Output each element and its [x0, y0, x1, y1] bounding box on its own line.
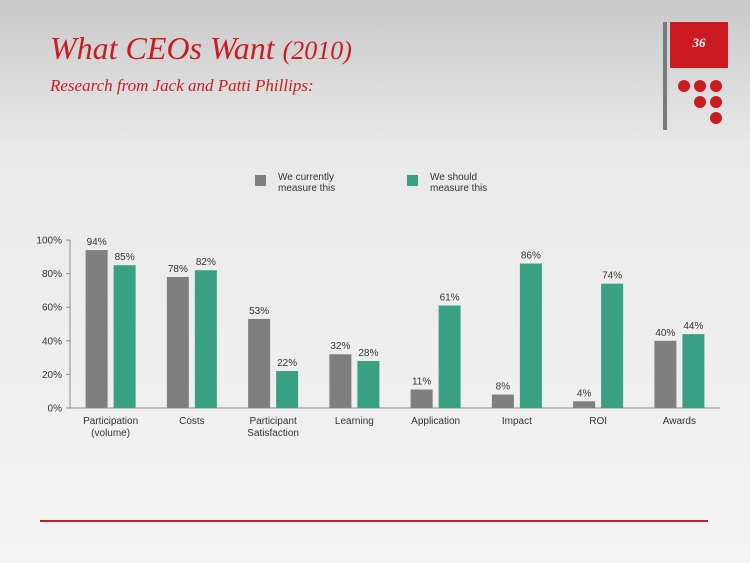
data-label: 32% [330, 341, 350, 352]
x-tick-label-line: (volume) [91, 428, 130, 439]
data-label: 11% [412, 377, 431, 388]
bar-current [85, 250, 108, 408]
bar-current [573, 401, 596, 408]
page-number: 36 [692, 35, 706, 50]
data-label: 44% [683, 321, 703, 332]
x-tick-label: ROI [589, 416, 607, 427]
x-tick-label: Costs [179, 416, 205, 427]
y-tick-label: 80% [42, 269, 62, 280]
bar-should [519, 263, 542, 408]
data-label: 82% [196, 257, 216, 268]
y-tick-label: 60% [42, 303, 62, 314]
x-tick-label-line: Awards [663, 416, 696, 427]
data-label: 28% [358, 348, 378, 359]
bar-current [654, 340, 677, 408]
bar-current [410, 389, 433, 408]
data-label: 86% [521, 251, 541, 262]
data-label: 85% [115, 252, 135, 263]
bar-should [601, 283, 624, 408]
legend-label-should: We should measure this [430, 172, 488, 194]
y-tick-label: 20% [42, 370, 62, 381]
legend-swatch-should [407, 175, 418, 186]
legend-item-should: We should measure this [407, 172, 510, 194]
x-tick-label: Awards [663, 416, 696, 427]
x-tick-label: Impact [502, 416, 532, 427]
y-tick-label: 100% [36, 236, 62, 247]
bar-current [491, 394, 514, 408]
bar-current [166, 276, 189, 408]
x-tick-label-line: Learning [335, 416, 374, 427]
title-year: (2010) [282, 36, 352, 65]
page-number-badge: 36 [670, 22, 728, 68]
footer-rule [40, 520, 708, 522]
data-label: 94% [87, 237, 107, 248]
data-label: 78% [168, 264, 188, 275]
data-label: 53% [249, 306, 269, 317]
x-tick-label-line: Application [411, 416, 460, 427]
bar-should [357, 360, 380, 408]
chart-legend: We currently measure this We should meas… [0, 172, 750, 202]
x-tick-label-line: Participation [83, 416, 138, 427]
data-label: 4% [577, 388, 592, 399]
y-tick-label: 40% [42, 336, 62, 347]
bar-should [438, 305, 461, 408]
y-tick-label: 0% [48, 404, 63, 415]
bar-chart: 0% 20% 40% 60% 80% 100% 94% 85% Participation (vo… [36, 236, 720, 439]
legend-item-current: We currently measure this [255, 172, 358, 194]
bar-should [113, 265, 136, 408]
decorative-divider [663, 22, 667, 130]
bar-should [682, 334, 705, 408]
slide-subtitle: Research from Jack and Patti Phillips: [50, 76, 314, 95]
data-label: 22% [277, 358, 297, 369]
data-label: 8% [496, 382, 511, 393]
legend-label-current: We currently measure this [278, 172, 336, 194]
x-tick-label-line: Participant [250, 416, 297, 427]
x-tick-label-line: Impact [502, 416, 532, 427]
x-tick-label-line: ROI [589, 416, 607, 427]
x-tick-label-line: Costs [179, 416, 205, 427]
bar-current [248, 318, 271, 408]
logo-dots-icon [678, 80, 722, 124]
x-tick-label-line: Satisfaction [247, 428, 299, 439]
legend-swatch-current [255, 175, 266, 186]
slide-title: What CEOs Want (2010) [50, 30, 352, 67]
data-label: 40% [655, 328, 675, 339]
bar-should [276, 371, 299, 408]
x-tick-label: Application [411, 416, 460, 427]
title-main: What CEOs Want [50, 30, 275, 66]
x-tick-label: Participation (volume) [83, 416, 138, 439]
data-label: 74% [602, 271, 622, 282]
bar-current [329, 354, 352, 408]
data-label: 61% [440, 293, 460, 304]
bar-should [194, 270, 217, 408]
x-tick-label: Learning [335, 416, 374, 427]
x-tick-label: Participant Satisfaction [247, 416, 299, 439]
